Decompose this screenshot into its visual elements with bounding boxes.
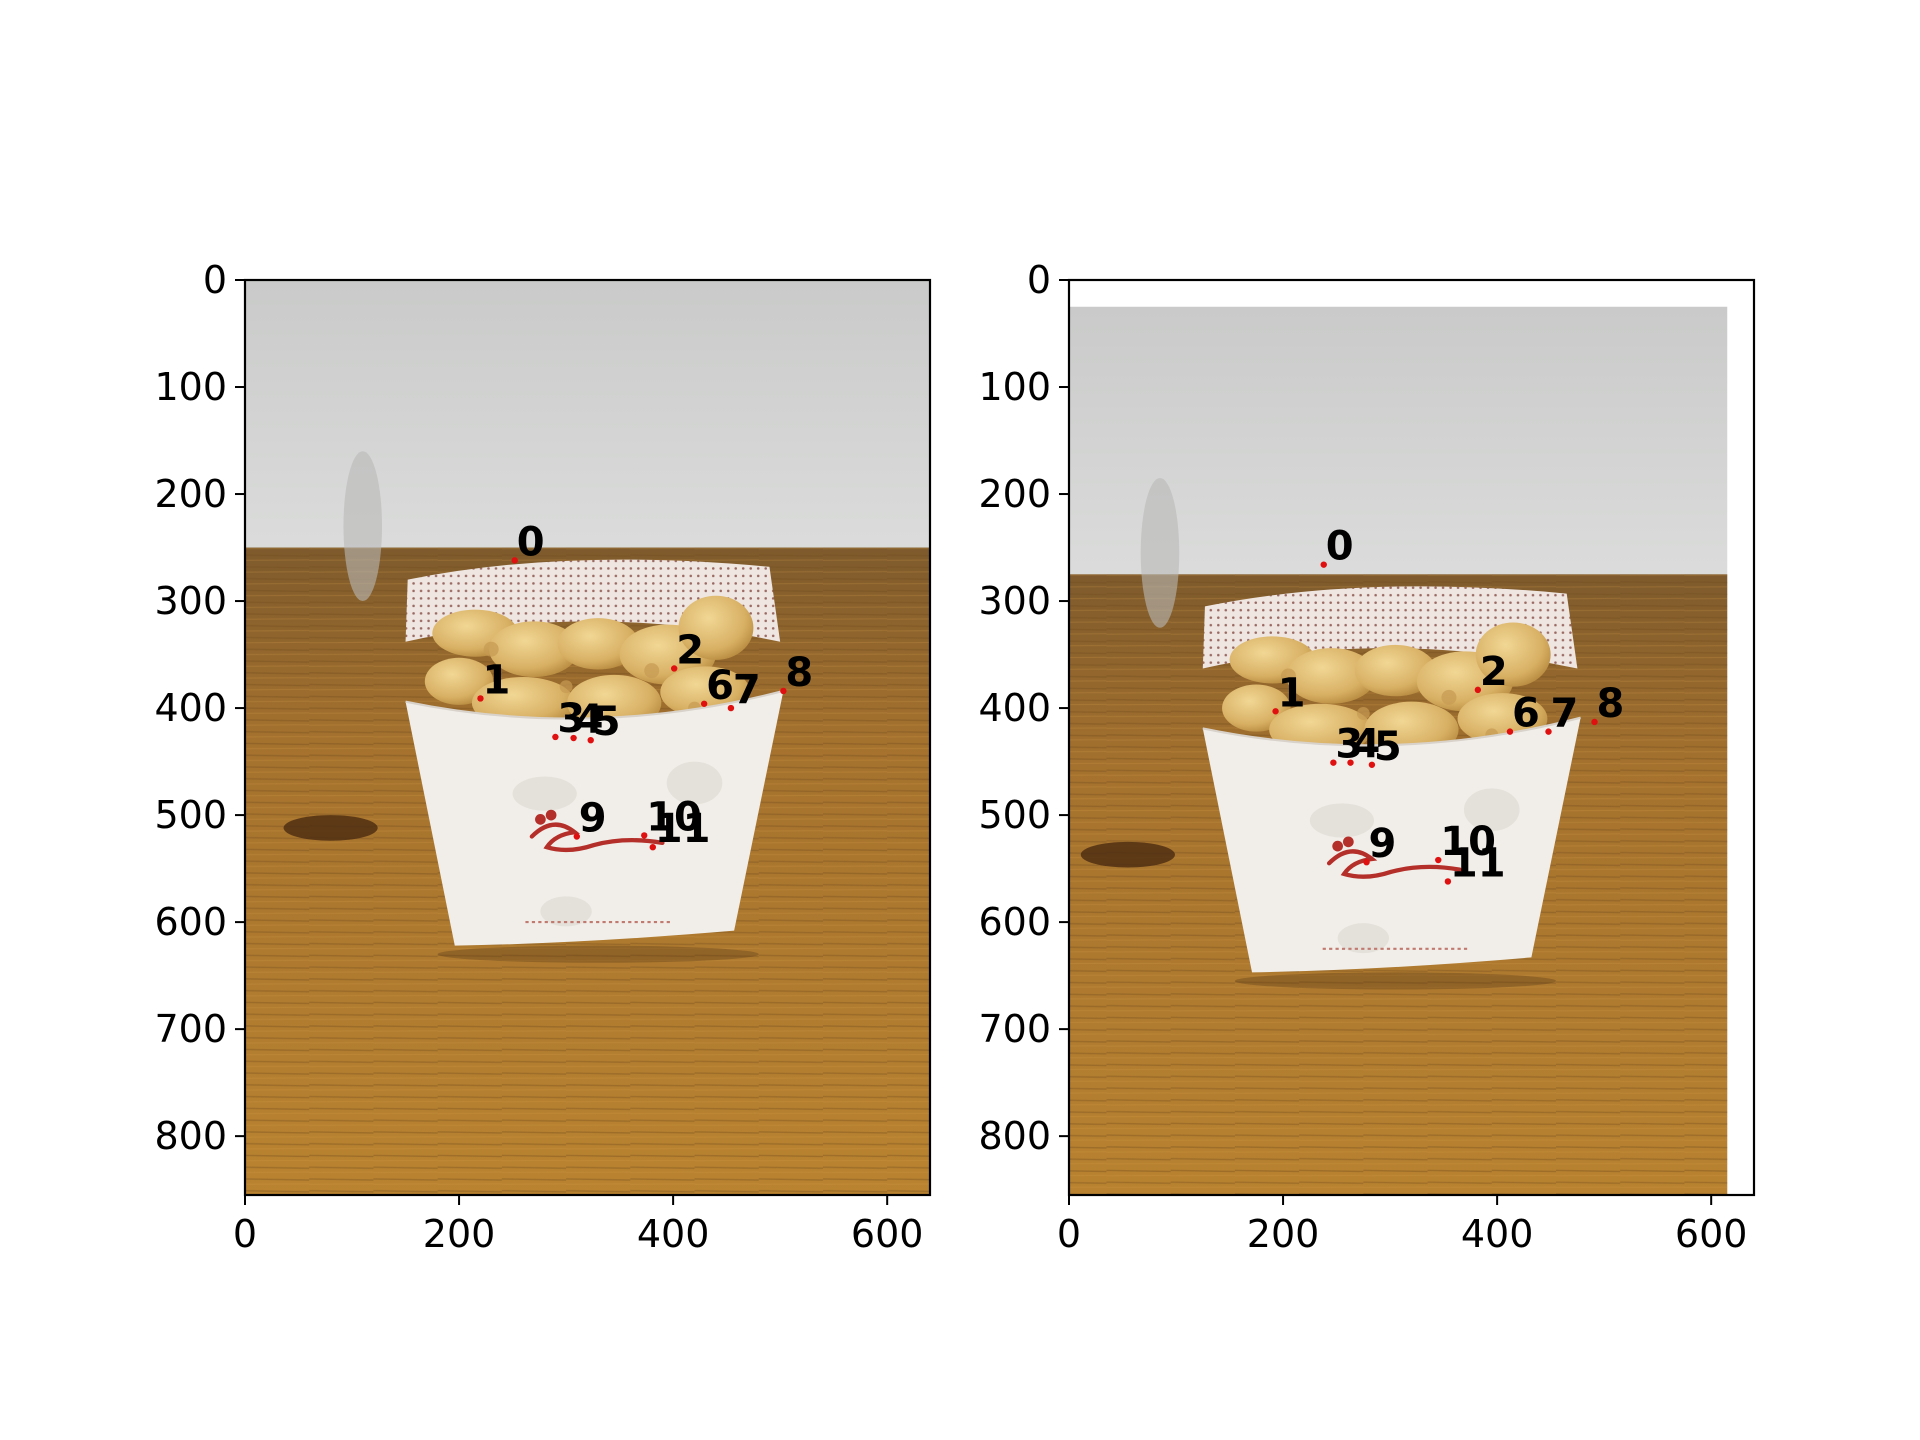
keypoint-marker [649,843,656,851]
keypoint-label: 0 [517,519,545,565]
keypoint-marker [1347,759,1354,766]
keypoint-marker [570,734,577,742]
keypoint-marker [511,557,518,564]
keypoint-marker [1320,561,1327,568]
keypoint-label: 9 [1369,821,1397,867]
x-tick-label: 200 [423,1212,496,1256]
keypoint-marker [641,832,648,839]
keypoint-marker [552,733,559,741]
axes-frame [1067,278,1756,1197]
keypoint-label: 4 [576,697,604,743]
keypoint-label: 5 [593,699,621,745]
keypoint-marker [700,700,708,707]
keypoint-marker [1272,708,1279,715]
keypoint-marker [1474,686,1482,694]
keypoint-label: 2 [676,627,704,673]
y-tick-label: 400 [154,686,227,730]
keypoint-label: 11 [655,806,711,852]
keypoint-marker [1444,878,1452,885]
y-tick-label: 600 [978,900,1051,944]
keypoint-marker [1330,759,1337,766]
keypoint-label: 6 [706,663,734,709]
keypoint-marker [587,736,594,744]
y-tick-label: 100 [978,365,1051,409]
y-tick-label: 800 [154,1114,227,1158]
y-tick-label: 200 [154,472,227,516]
keypoint-marker [1363,858,1370,866]
keypoint-label: 3 [557,696,585,742]
keypoint-label: 8 [785,650,813,696]
y-tick-label: 600 [154,900,227,944]
keypoint-marker [1506,728,1514,735]
keypoint-marker [573,833,580,840]
axes-frame [243,278,932,1197]
x-tick-label: 600 [851,1212,924,1256]
keypoint-label: 9 [579,795,607,841]
y-tick-label: 0 [203,258,227,302]
y-tick-label: 400 [978,686,1051,730]
keypoint-marker [1368,761,1376,768]
keypoint-label: 7 [733,667,761,713]
y-tick-label: 100 [154,365,227,409]
y-tick-label: 300 [154,579,227,623]
keypoint-marker [727,704,735,712]
keypoint-marker [670,665,678,672]
keypoint-label: 5 [1374,724,1402,770]
x-tick-label: 600 [1675,1212,1748,1256]
keypoint-label: 10 [646,794,702,840]
y-tick-label: 700 [154,1007,227,1051]
keypoint-label: 10 [1440,819,1496,865]
y-tick-label: 800 [978,1114,1051,1158]
keypoint-label: 2 [1480,649,1508,695]
keypoint-label: 6 [1512,691,1540,737]
keypoint-marker [1545,728,1552,735]
x-tick-label: 0 [1057,1212,1081,1256]
keypoint-marker [1435,856,1442,864]
y-tick-label: 0 [1027,258,1051,302]
keypoint-label: 1 [482,657,510,703]
keypoint-label: 0 [1326,524,1354,570]
x-tick-label: 0 [233,1212,257,1256]
y-tick-label: 300 [978,579,1051,623]
x-tick-label: 200 [1247,1212,1320,1256]
keypoint-label: 4 [1352,722,1380,768]
keypoint-label: 11 [1450,840,1506,886]
y-tick-label: 500 [154,793,227,837]
y-tick-label: 500 [978,793,1051,837]
keypoint-label: 1 [1278,670,1306,716]
y-tick-label: 700 [978,1007,1051,1051]
keypoint-marker [477,695,484,702]
keypoint-marker [1591,718,1598,726]
x-tick-label: 400 [637,1212,710,1256]
keypoint-label: 7 [1551,691,1579,737]
keypoint-label: 8 [1597,681,1625,727]
x-tick-label: 400 [1461,1212,1534,1256]
keypoint-marker [780,687,787,695]
y-tick-label: 200 [978,472,1051,516]
